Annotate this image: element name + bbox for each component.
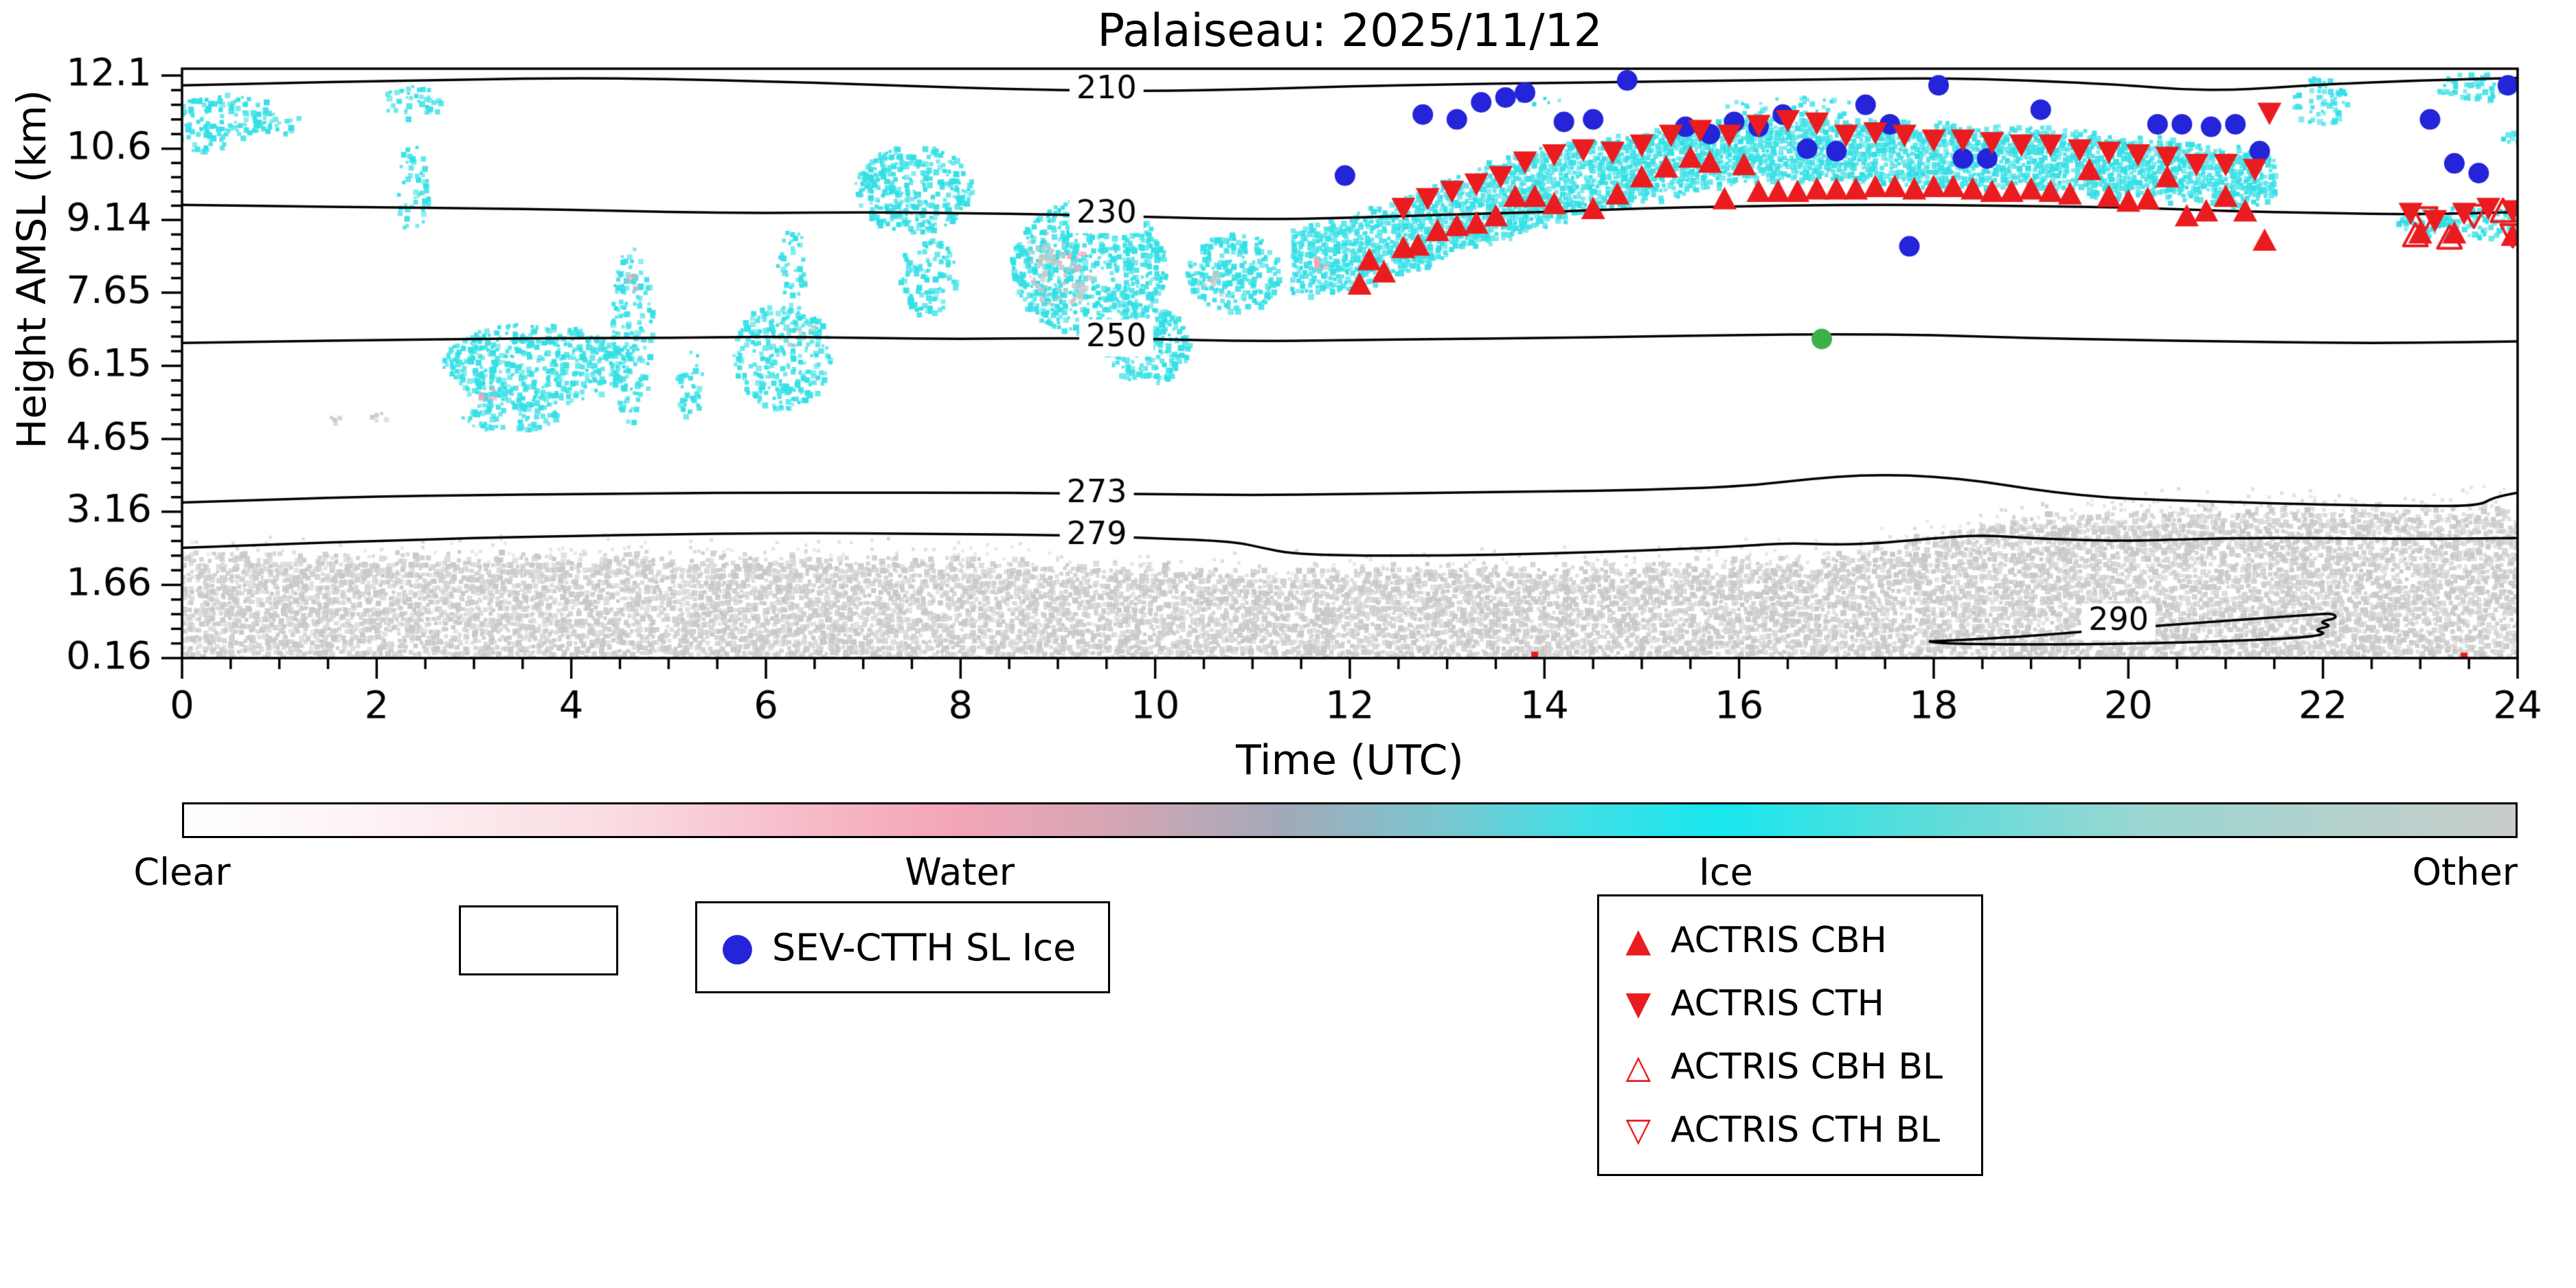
colorbar-label: Ice (1698, 850, 1753, 894)
colorbar-label: Water (905, 850, 1015, 894)
legend-actris-row: △ ACTRIS CBH BL (1620, 1046, 1961, 1087)
legend-sev-ctth: ● SEV-CTTH SL Ice (695, 901, 1110, 993)
legend-actris-row: ▲ ACTRIS CBH (1620, 920, 1961, 961)
colorbar-label: Other (2412, 850, 2518, 894)
legend-actris-label: ACTRIS CBH BL (1671, 1046, 1943, 1087)
colorbar-label: Clear (133, 850, 231, 894)
cth-bl-triangle-icon: ▽ (1625, 1111, 1651, 1149)
legend-actris-label: ACTRIS CTH (1671, 983, 1884, 1024)
cbh-bl-triangle-icon: △ (1625, 1048, 1651, 1086)
time-height-plot (0, 0, 2576, 797)
sev-ice-dot-icon: ● (721, 925, 754, 969)
legend-actris-label: ACTRIS CTH BL (1671, 1109, 1941, 1151)
legend-sev-label: SEV-CTTH SL Ice (771, 925, 1076, 969)
legend-actris: ▲ ACTRIS CBH ▼ ACTRIS CTH △ ACTRIS CBH B… (1597, 894, 1983, 1176)
y-axis-label: Height AMSL (km) (8, 89, 55, 449)
legend-empty-box (459, 905, 618, 975)
x-axis-label: Time (UTC) (1236, 736, 1464, 784)
cbh-triangle-icon: ▲ (1625, 921, 1651, 960)
legend-actris-row: ▽ ACTRIS CTH BL (1620, 1109, 1961, 1151)
legend-actris-row: ▼ ACTRIS CTH (1620, 983, 1961, 1024)
classification-colorbar (182, 802, 2518, 838)
cth-triangle-icon: ▼ (1625, 984, 1651, 1023)
legend-actris-label: ACTRIS CBH (1671, 920, 1887, 961)
page-title: Palaiseau: 2025/11/12 (1097, 4, 1603, 57)
